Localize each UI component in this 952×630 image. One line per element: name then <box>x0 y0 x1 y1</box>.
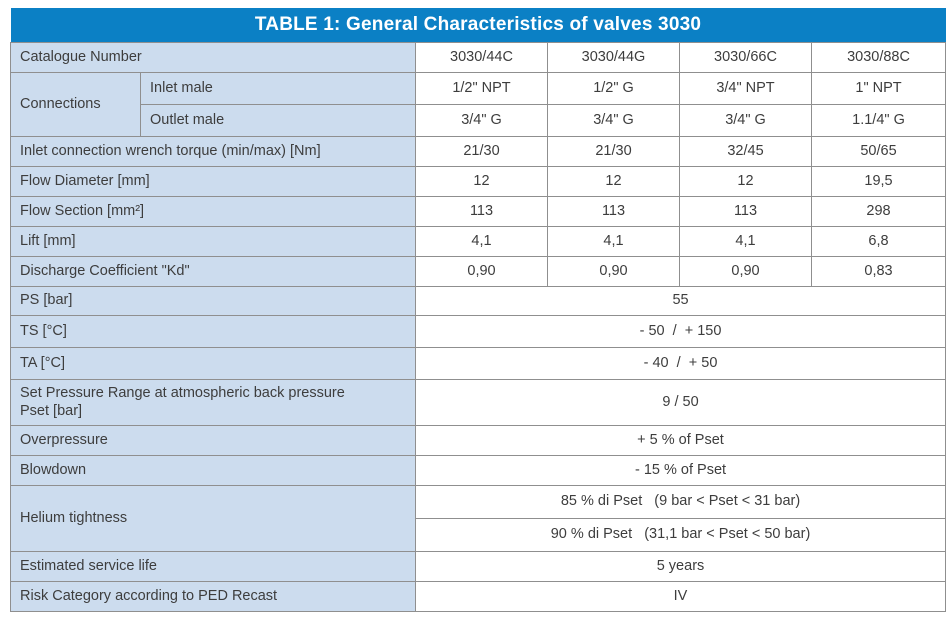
cell-service-life: 5 years <box>414 550 947 582</box>
cell-catalogue-44g: 3030/44G <box>547 41 680 73</box>
table-row-set-pressure-range: Set Pressure Range at atmospheric back p… <box>10 378 947 426</box>
table-row-flow-section: Flow Section [mm²] 113 113 113 298 <box>10 195 947 227</box>
row-label-flow-section: Flow Section [mm²] <box>10 195 416 227</box>
cell-wrench-torque-1: 21/30 <box>547 135 680 167</box>
cell-discharge-coefficient-2: 0,90 <box>679 255 812 287</box>
cell-catalogue-88c: 3030/88C <box>810 41 947 73</box>
row-label-catalogue-number: Catalogue Number <box>10 41 416 73</box>
table-row-ts: TS [°C] - 50 / + 150 <box>10 314 947 348</box>
cell-inlet-male-3: 1" NPT <box>810 71 947 105</box>
table-row-blowdown: Blowdown - 15 % of Pset <box>10 454 947 486</box>
table-row-helium-tightness-2: 90 % di Pset (31,1 bar < Pset < 50 bar) <box>11 517 947 552</box>
cell-lift-2: 4,1 <box>679 225 812 257</box>
table-title: TABLE 1: General Characteristics of valv… <box>10 8 946 42</box>
row-label-outlet-male: Outlet male <box>140 103 416 137</box>
cell-risk-category: IV <box>414 580 947 612</box>
table-row-helium-tightness-1: Helium tightness 85 % di Pset (9 bar < P… <box>10 484 947 552</box>
row-label-blowdown: Blowdown <box>10 454 416 486</box>
characteristics-table: TABLE 1: General Characteristics of valv… <box>10 8 947 612</box>
table-row-inlet-male: Connections Inlet male 1/2" NPT 1/2" G 3… <box>10 71 947 137</box>
cell-ta: - 40 / + 50 <box>414 346 947 380</box>
cell-flow-section-1: 113 <box>547 195 680 227</box>
cell-catalogue-66c: 3030/66C <box>679 41 812 73</box>
cell-overpressure: + 5 % of Pset <box>414 424 947 456</box>
row-label-ps: PS [bar] <box>10 285 416 316</box>
row-label-lift: Lift [mm] <box>10 225 416 257</box>
row-label-overpressure: Overpressure <box>10 424 416 456</box>
cell-wrench-torque-0: 21/30 <box>415 135 548 167</box>
row-label-connections: Connections <box>10 71 141 137</box>
cell-catalogue-44c: 3030/44C <box>415 41 548 73</box>
cell-discharge-coefficient-1: 0,90 <box>547 255 680 287</box>
cell-blowdown: - 15 % of Pset <box>414 454 947 486</box>
row-label-ts: TS [°C] <box>10 314 416 348</box>
row-label-flow-diameter: Flow Diameter [mm] <box>10 165 416 197</box>
row-label-helium-tightness: Helium tightness <box>10 484 416 552</box>
cell-discharge-coefficient-3: 0,83 <box>810 255 947 287</box>
row-label-service-life: Estimated service life <box>10 550 416 582</box>
cell-ps: 55 <box>414 285 947 316</box>
row-label-inlet-male: Inlet male <box>140 71 416 105</box>
table-row-outlet-male: Outlet male 3/4" G 3/4" G 3/4" G 1.1/4" … <box>11 103 947 137</box>
cell-outlet-male-0: 3/4" G <box>415 103 548 137</box>
cell-lift-1: 4,1 <box>547 225 680 257</box>
cell-flow-diameter-0: 12 <box>415 165 548 197</box>
cell-inlet-male-1: 1/2" G <box>547 71 680 105</box>
table-row-service-life: Estimated service life 5 years <box>10 550 947 582</box>
cell-helium-tightness-low-range: 85 % di Pset (9 bar < Pset < 31 bar) <box>414 484 947 519</box>
cell-discharge-coefficient-0: 0,90 <box>415 255 548 287</box>
row-label-risk-category: Risk Category according to PED Recast <box>10 580 416 612</box>
characteristics-table-wrapper: TABLE 1: General Characteristics of valv… <box>10 8 947 612</box>
row-label-ta: TA [°C] <box>10 346 416 380</box>
cell-inlet-male-2: 3/4" NPT <box>679 71 812 105</box>
row-label-discharge-coefficient: Discharge Coefficient "Kd" <box>10 255 416 287</box>
cell-flow-section-3: 298 <box>810 195 947 227</box>
cell-wrench-torque-3: 50/65 <box>810 135 947 167</box>
table-row-discharge-coefficient: Discharge Coefficient "Kd" 0,90 0,90 0,9… <box>10 255 947 287</box>
table-row-ta: TA [°C] - 40 / + 50 <box>10 346 947 380</box>
cell-wrench-torque-2: 32/45 <box>679 135 812 167</box>
cell-inlet-male-0: 1/2" NPT <box>415 71 548 105</box>
cell-flow-diameter-2: 12 <box>679 165 812 197</box>
cell-flow-section-0: 113 <box>415 195 548 227</box>
cell-lift-3: 6,8 <box>810 225 947 257</box>
cell-flow-diameter-3: 19,5 <box>810 165 947 197</box>
cell-flow-section-2: 113 <box>679 195 812 227</box>
cell-outlet-male-2: 3/4" G <box>679 103 812 137</box>
cell-helium-tightness-high-range: 90 % di Pset (31,1 bar < Pset < 50 bar) <box>414 517 947 552</box>
table-row-catalogue: Catalogue Number 3030/44C 3030/44G 3030/… <box>10 41 947 73</box>
row-label-set-pressure-range: Set Pressure Range at atmospheric back p… <box>10 378 416 426</box>
cell-lift-0: 4,1 <box>415 225 548 257</box>
cell-outlet-male-1: 3/4" G <box>547 103 680 137</box>
table-title-row: TABLE 1: General Characteristics of valv… <box>10 8 946 42</box>
table-row-ps: PS [bar] 55 <box>10 285 947 316</box>
cell-flow-diameter-1: 12 <box>547 165 680 197</box>
row-label-wrench-torque: Inlet connection wrench torque (min/max)… <box>10 135 416 167</box>
table-row-wrench-torque: Inlet connection wrench torque (min/max)… <box>10 135 947 167</box>
table-row-lift: Lift [mm] 4,1 4,1 4,1 6,8 <box>10 225 947 257</box>
table-row-risk-category: Risk Category according to PED Recast IV <box>10 580 947 612</box>
cell-set-pressure-range: 9 / 50 <box>414 378 947 426</box>
table-row-flow-diameter: Flow Diameter [mm] 12 12 12 19,5 <box>10 165 947 197</box>
cell-outlet-male-3: 1.1/4" G <box>810 103 947 137</box>
table-row-overpressure: Overpressure + 5 % of Pset <box>10 424 947 456</box>
cell-ts: - 50 / + 150 <box>414 314 947 348</box>
